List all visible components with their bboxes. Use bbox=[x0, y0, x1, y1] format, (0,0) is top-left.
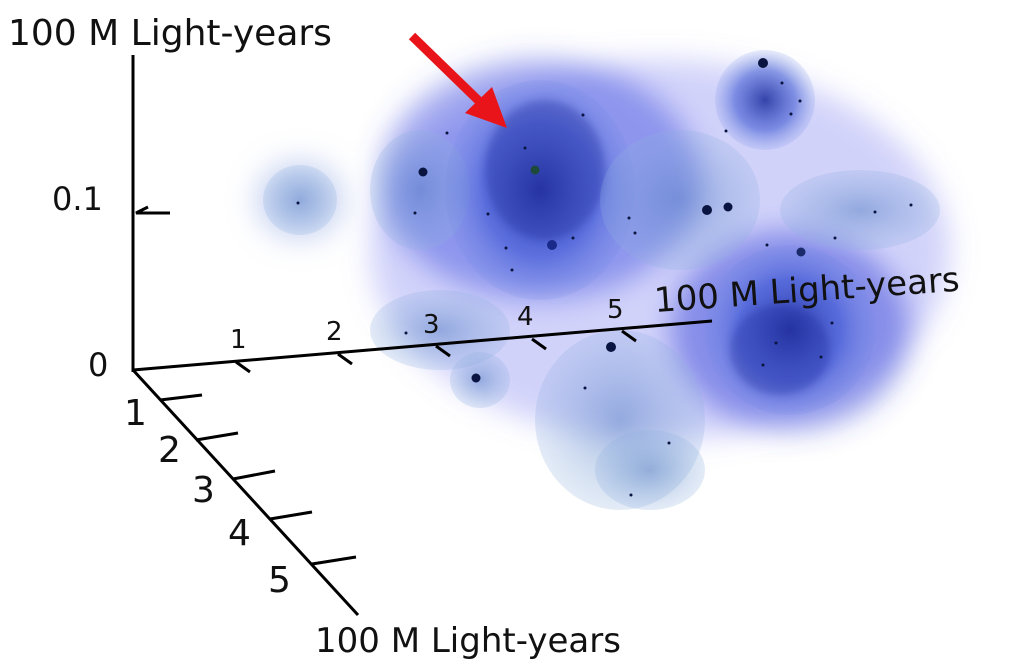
depth-tick-label: 5 bbox=[268, 560, 291, 601]
depth-tick-label: 2 bbox=[158, 430, 181, 471]
depth-tick bbox=[160, 395, 202, 400]
depth-tick bbox=[270, 512, 312, 519]
horizontal-tick bbox=[338, 354, 352, 364]
depth-tick bbox=[312, 557, 356, 564]
horizontal-tick-label: 1 bbox=[230, 325, 247, 355]
depth-tick-label: 4 bbox=[228, 513, 251, 554]
horizontal-tick-label: 3 bbox=[423, 310, 440, 340]
page: 100 M Light-years 100 M Light-years 100 … bbox=[0, 0, 1015, 659]
vertical-tick-label: 0.1 bbox=[52, 180, 103, 218]
scene: 100 M Light-years 100 M Light-years 100 … bbox=[0, 0, 1015, 659]
depth-tick bbox=[196, 433, 238, 440]
horizontal-tick-label: 5 bbox=[607, 295, 624, 325]
depth-tick-label: 1 bbox=[124, 393, 147, 434]
horizontal-tick-label: 4 bbox=[517, 302, 534, 332]
depth-axis-label: 100 M Light-years bbox=[315, 621, 621, 659]
horizontal-tick-label: 2 bbox=[326, 317, 343, 347]
horizontal-tick bbox=[236, 362, 250, 372]
vertical-axis-label: 100 M Light-years bbox=[8, 13, 332, 54]
depth-tick-label: 3 bbox=[192, 470, 215, 511]
vertical-tick-label: 0 bbox=[88, 346, 108, 384]
depth-tick bbox=[233, 471, 275, 479]
